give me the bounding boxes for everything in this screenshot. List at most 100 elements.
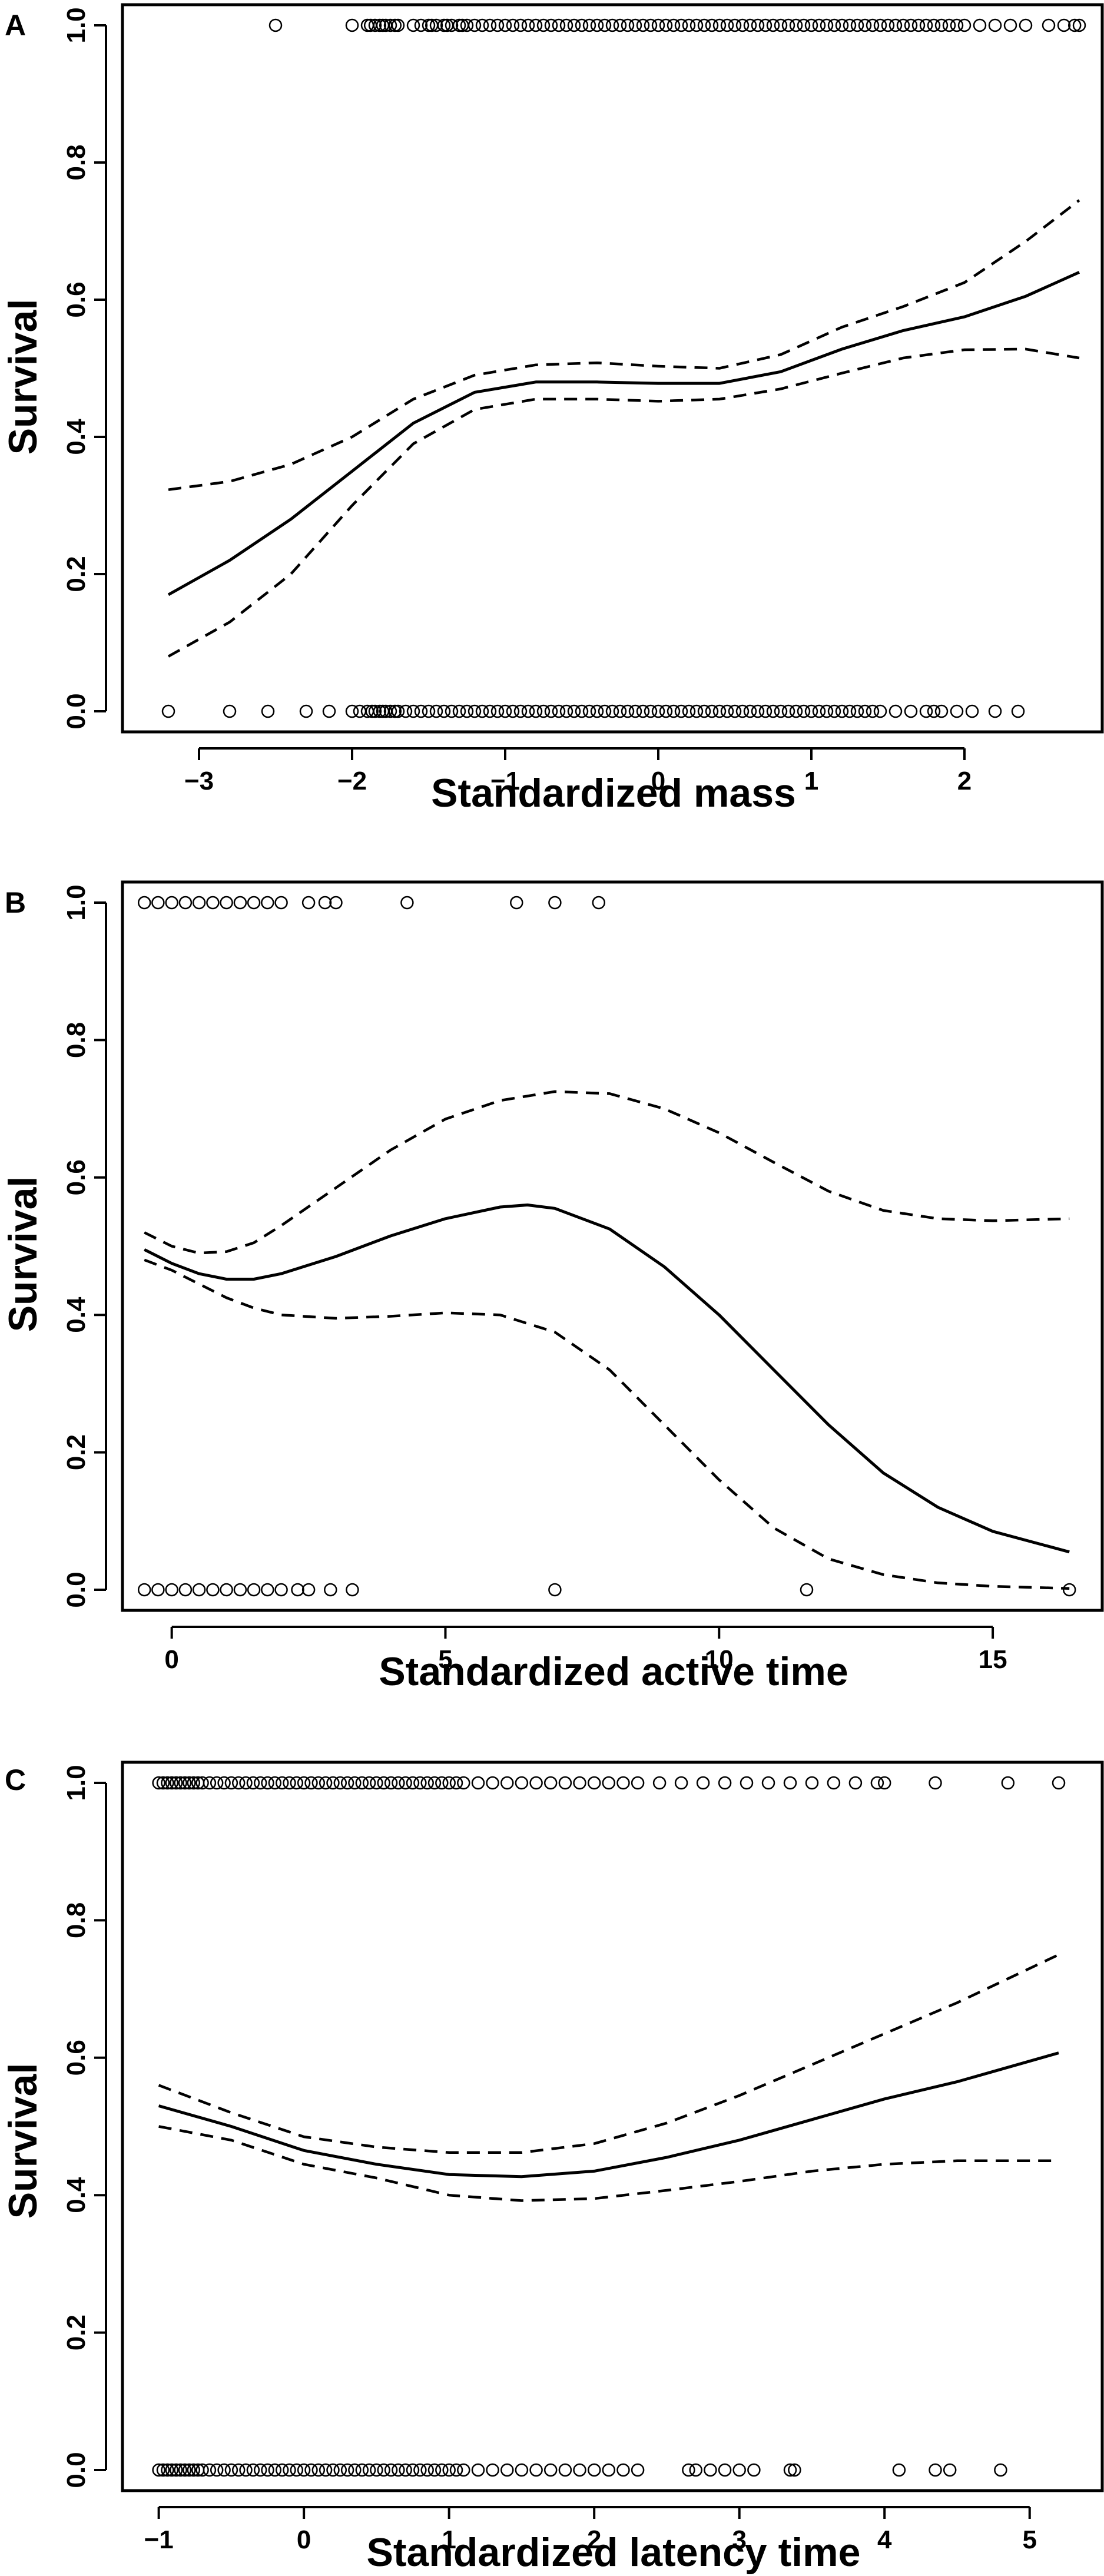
panel-a-died-point bbox=[475, 704, 489, 718]
panel-c-survived-point bbox=[156, 1776, 170, 1790]
panel-c-died-point bbox=[210, 2463, 224, 2477]
panel-a-survived-point bbox=[373, 18, 387, 32]
panel-b-plot-frame bbox=[121, 880, 1104, 1612]
panel-a-died-point bbox=[827, 704, 841, 718]
panel-c-died-point bbox=[283, 2463, 296, 2477]
panel-a-survived-point bbox=[957, 18, 972, 32]
panel-a-died-point bbox=[774, 704, 788, 718]
panel-a-survived-point bbox=[797, 18, 811, 32]
panel-c-survived-point bbox=[152, 1776, 165, 1790]
panel-c-survived-point bbox=[362, 1776, 376, 1790]
panel-c-survived-point bbox=[165, 1776, 179, 1790]
panel-a-died-point bbox=[452, 704, 466, 718]
panel-c-survived-point bbox=[253, 1776, 267, 1790]
panel-c-x-tick-label: −1 bbox=[144, 2525, 174, 2554]
panel-c-survived-point bbox=[652, 1776, 667, 1790]
panel-a-died-point bbox=[812, 704, 826, 718]
panel-c-survived-point bbox=[674, 1776, 688, 1790]
panel-c-died-point bbox=[399, 2463, 412, 2477]
panel-a-died-point bbox=[644, 704, 658, 718]
panel-c-died-point bbox=[261, 2463, 274, 2477]
panel-a-died-point bbox=[751, 704, 765, 718]
panel-a-died-point bbox=[850, 704, 864, 718]
panel-c-died-point bbox=[304, 2463, 318, 2477]
panel-a-survived-point bbox=[720, 18, 734, 32]
panel-a-died-point bbox=[682, 704, 696, 718]
panel-c-died-point bbox=[529, 2463, 543, 2477]
panel-a-died-point bbox=[804, 704, 818, 718]
panel-c-died-point bbox=[732, 2463, 746, 2477]
panel-a-died-point bbox=[345, 704, 359, 718]
panel-a-died-point bbox=[728, 704, 742, 718]
panel-a-died-point bbox=[965, 704, 979, 718]
panel-b-fitted-survival-line bbox=[144, 1204, 1070, 1554]
panel-c-survived-point bbox=[399, 1776, 412, 1790]
panel-a-survived-point bbox=[506, 18, 520, 32]
panel-b-y-tick-label: 0.2 bbox=[62, 1434, 91, 1470]
panel-b-survived-point bbox=[400, 896, 414, 910]
panel-c-survived-point bbox=[543, 1776, 558, 1790]
panel-c-x-tick-label: 2 bbox=[587, 2525, 601, 2554]
panel-c-died-point bbox=[392, 2463, 405, 2477]
panel-c-died-point bbox=[355, 2463, 369, 2477]
panel-c-survived-point bbox=[435, 1776, 449, 1790]
panel-a-died-point bbox=[373, 704, 387, 718]
panel-c-died-point bbox=[340, 2463, 354, 2477]
panel-c-died-point bbox=[224, 2463, 238, 2477]
panel-c-survived-point bbox=[161, 1776, 174, 1790]
panel-c-survived-point bbox=[231, 1776, 246, 1790]
panel-b-survived-point bbox=[151, 896, 165, 910]
panel-a-died-point bbox=[659, 704, 673, 718]
panel-a-survived-point bbox=[827, 18, 841, 32]
panel-c-y-tick-label: 0.2 bbox=[62, 2315, 91, 2350]
panel-a-died-point bbox=[460, 704, 474, 718]
panel-b-survived-point bbox=[301, 896, 316, 910]
panel-a-survived-point bbox=[866, 18, 880, 32]
panel-c-x-tick-label: 3 bbox=[732, 2525, 746, 2554]
panel-a-survived-point bbox=[919, 18, 933, 32]
panel-a-x-tick-label: −2 bbox=[337, 767, 367, 795]
panel-a-died-point bbox=[674, 704, 688, 718]
panel-c-died-point bbox=[471, 2463, 485, 2477]
panel-c-survived-point bbox=[392, 1776, 405, 1790]
panel-c-died-point bbox=[427, 2463, 442, 2477]
panel-a-survived-point bbox=[697, 18, 711, 32]
panel-a-survived-point bbox=[490, 18, 505, 32]
panel-a-died-point bbox=[605, 704, 619, 718]
panel-c-died-point bbox=[183, 2463, 196, 2477]
panel-a-survived-point bbox=[422, 18, 436, 32]
panel-a-survived-point bbox=[843, 18, 857, 32]
panel-c-died-point bbox=[377, 2463, 390, 2477]
panel-a-x-axis-title: Standardized mass bbox=[431, 771, 796, 815]
panel-a-died-point bbox=[628, 704, 642, 718]
panel-c-plot: 0.0 0.2 0.4 0.6 0.8 1.0 −1 0 1 2 3 4 5 bbox=[62, 1761, 1104, 2554]
panel-b-survived-point bbox=[592, 896, 606, 910]
panel-b-survived-point bbox=[548, 896, 562, 910]
panel-b-died-point bbox=[178, 1583, 193, 1597]
panel-b-died-point bbox=[192, 1583, 206, 1597]
panel-b-x-tick-label: 0 bbox=[164, 1645, 178, 1674]
panel-a-survived-point bbox=[896, 18, 910, 32]
panel-b-survived-point bbox=[261, 896, 274, 910]
panel-c-died-point bbox=[994, 2463, 1007, 2477]
panel-a-survived-point bbox=[391, 18, 405, 32]
panel-c-survived-point bbox=[195, 1776, 209, 1790]
panel-a-survived-point bbox=[774, 18, 788, 32]
panel-c-died-point bbox=[457, 2463, 470, 2477]
panel-b-y-tick-label: 0.8 bbox=[62, 1022, 91, 1058]
panel-a-survived-point bbox=[636, 18, 650, 32]
panel-a-survived-point bbox=[605, 18, 619, 32]
panel-c-died-point bbox=[747, 2463, 761, 2477]
panel-a-survived-point bbox=[388, 18, 402, 32]
panel-c-survived-point bbox=[340, 1776, 354, 1790]
panel-c-survived-point bbox=[877, 1776, 891, 1790]
panel-c-x-tick-label: 0 bbox=[297, 2525, 311, 2554]
panel-b-died-point bbox=[151, 1583, 165, 1597]
panel-c-x-tick-label: 4 bbox=[877, 2525, 892, 2554]
panel-b-survived-point bbox=[165, 896, 178, 910]
panel-c-survived-point bbox=[413, 1776, 427, 1790]
panel-c-survived-point bbox=[870, 1776, 884, 1790]
panel-a-survived-point bbox=[888, 18, 903, 32]
panel-a-survived-point bbox=[881, 18, 895, 32]
